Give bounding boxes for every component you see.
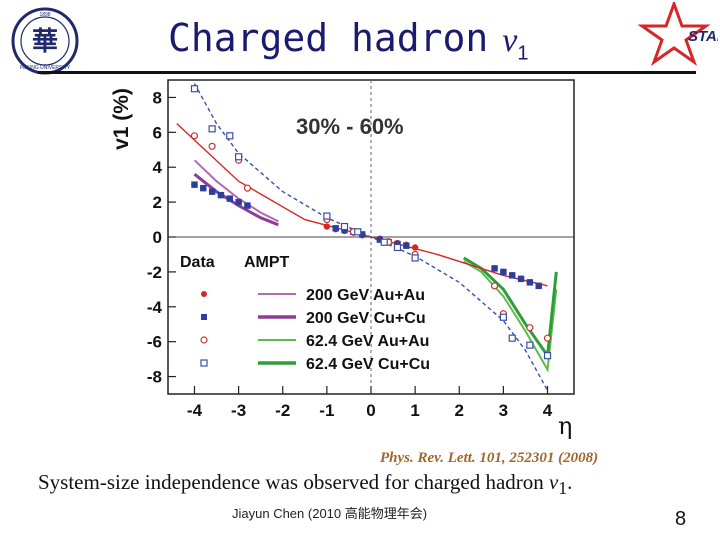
ampt-curve xyxy=(462,256,558,360)
data-point xyxy=(517,275,525,283)
y-tick-label: 4 xyxy=(153,158,163,177)
fit-curve xyxy=(193,83,549,391)
x-tick-label: 4 xyxy=(543,401,553,420)
footer-author: Jiayun Chen (2010 高能物理年会) xyxy=(232,506,428,521)
peking-university-logo: 華 PEKING UNIVERSITY 1898 xyxy=(11,7,79,75)
data-point xyxy=(340,222,349,231)
y-tick-label: -6 xyxy=(147,333,162,352)
x-axis-label: η xyxy=(558,412,572,440)
data-point xyxy=(535,282,542,290)
star-logo-text: STAR xyxy=(688,28,718,45)
legend-marker xyxy=(200,359,208,367)
conclusion-subscript: 1 xyxy=(558,478,568,499)
data-point xyxy=(200,184,207,192)
data-point xyxy=(509,272,516,279)
data-point xyxy=(543,352,552,360)
data-point xyxy=(380,238,388,246)
y-tick-label: -4 xyxy=(147,298,163,317)
data-point xyxy=(217,191,225,199)
legend-label: 200 GeV Au+Au xyxy=(306,287,425,304)
legend-marker xyxy=(200,336,208,344)
data-point xyxy=(190,132,199,140)
data-point xyxy=(411,254,419,262)
y-tick-label: -2 xyxy=(147,263,162,282)
x-tick-label: -3 xyxy=(231,401,246,420)
logo-caption: PEKING UNIVERSITY xyxy=(20,65,71,71)
data-point xyxy=(208,125,216,133)
data-point xyxy=(235,198,242,206)
y-tick-label: 2 xyxy=(153,193,162,212)
legend-header-data: Data xyxy=(180,254,215,271)
data-point xyxy=(226,195,233,202)
y-tick-label: 6 xyxy=(153,123,162,142)
legend-marker xyxy=(201,291,207,297)
x-tick-label: 0 xyxy=(366,401,375,420)
page-number: 8 xyxy=(675,508,687,530)
legend-label: 62.4 GeV Cu+Cu xyxy=(306,356,430,373)
legend-header-model: AMPT xyxy=(244,254,290,271)
data-point xyxy=(208,188,216,195)
title-underline xyxy=(38,71,696,74)
data-point xyxy=(191,181,198,188)
y-axis-label: v1 (%) xyxy=(110,88,133,150)
data-point xyxy=(411,244,419,251)
logo-year: 1898 xyxy=(39,12,50,18)
x-tick-label: -4 xyxy=(187,401,203,420)
data-point xyxy=(243,184,252,192)
conclusion-main: System-size independence was observed fo… xyxy=(38,470,550,494)
data-point xyxy=(190,85,199,93)
x-tick-label: 1 xyxy=(410,401,419,420)
data-point xyxy=(508,334,516,342)
data-point xyxy=(490,282,499,290)
data-point xyxy=(500,268,507,276)
conclusion-end: . xyxy=(567,470,573,494)
data-point xyxy=(323,212,331,220)
title-symbol: v xyxy=(502,22,518,59)
page-title: Charged hadron v1 xyxy=(168,16,588,72)
data-point xyxy=(543,334,552,342)
svg-text:華: 華 xyxy=(32,27,58,57)
data-point xyxy=(491,265,498,272)
data-point xyxy=(323,223,331,230)
data-point xyxy=(403,242,410,249)
title-text: Charged hadron xyxy=(168,16,489,60)
citation: Phys. Rev. Lett. 101, 252301 (2008) xyxy=(380,450,599,466)
y-tick-label: 8 xyxy=(153,88,162,107)
data-point xyxy=(526,279,534,286)
data-point xyxy=(358,231,366,238)
x-tick-label: -2 xyxy=(275,401,290,420)
data-point xyxy=(226,132,234,140)
legend-marker xyxy=(201,314,207,320)
legend-label: 62.4 GeV Au+Au xyxy=(306,333,429,350)
conclusion-text: System-size independence was observed fo… xyxy=(38,470,572,499)
data-point xyxy=(244,202,251,209)
x-tick-label: 3 xyxy=(499,401,508,420)
x-tick-label: 2 xyxy=(455,401,464,420)
y-tick-label: -8 xyxy=(147,368,162,387)
data-point xyxy=(526,324,534,332)
conclusion-symbol: v xyxy=(549,470,559,494)
legend-label: 200 GeV Cu+Cu xyxy=(306,310,426,327)
title-subscript: 1 xyxy=(517,42,529,65)
data-point xyxy=(208,142,216,150)
x-tick-label: -1 xyxy=(319,401,334,420)
y-tick-label: 0 xyxy=(153,228,162,247)
v1-eta-chart: -4 -3 -2 -1 0 1 2 3 4 8 6 4 2 0 -2 -4 -6 -8 30% - 60% Dat… xyxy=(110,79,575,440)
star-experiment-logo: STAR xyxy=(638,2,718,66)
data-point xyxy=(526,341,534,349)
data-point xyxy=(332,225,339,232)
ampt-curve xyxy=(193,159,279,223)
data-point xyxy=(354,228,362,236)
data-point xyxy=(499,313,507,321)
data-point xyxy=(376,236,384,243)
data-point xyxy=(235,153,243,161)
ampt-curve xyxy=(193,173,279,227)
data-point xyxy=(393,243,402,252)
chart-title: 30% - 60% xyxy=(296,114,404,139)
